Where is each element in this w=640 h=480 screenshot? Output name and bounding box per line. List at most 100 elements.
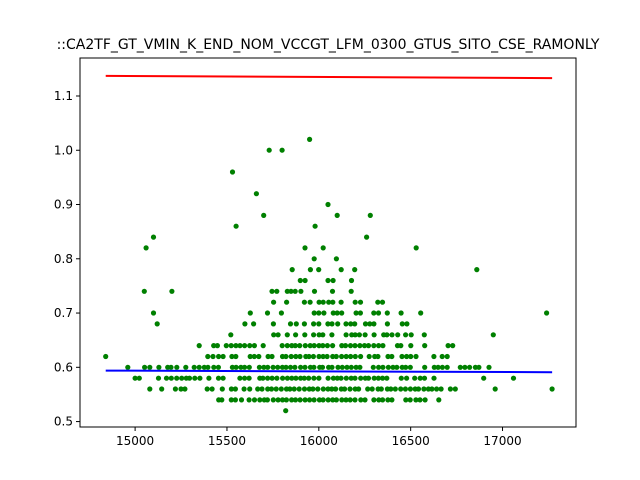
data-point: [338, 299, 344, 305]
data-point: [292, 288, 298, 294]
data-point: [357, 364, 363, 370]
data-point: [274, 288, 280, 294]
data-point: [378, 386, 384, 392]
data-point: [284, 332, 290, 338]
data-point: [275, 364, 281, 370]
x-tick-label: 16000: [300, 434, 338, 448]
data-point: [376, 343, 382, 349]
data-point: [307, 343, 313, 349]
data-point: [275, 397, 281, 403]
data-point: [320, 332, 326, 338]
data-point: [142, 364, 148, 370]
data-point: [384, 321, 390, 327]
data-point: [206, 375, 212, 381]
data-point: [168, 375, 174, 381]
data-point: [256, 353, 262, 360]
data-point: [352, 267, 358, 273]
data-point: [288, 288, 294, 294]
data-point: [311, 375, 317, 381]
data-point: [178, 386, 184, 392]
data-point: [316, 321, 322, 327]
data-point: [246, 397, 252, 403]
data-point: [348, 277, 355, 284]
data-point: [429, 386, 435, 392]
data-point: [438, 386, 444, 392]
data-point: [233, 353, 239, 360]
data-point: [450, 343, 456, 349]
data-point: [241, 386, 247, 392]
data-point: [289, 375, 295, 381]
data-point: [467, 364, 473, 370]
data-point: [412, 375, 418, 381]
data-point: [413, 397, 419, 403]
data-point: [247, 343, 253, 349]
data-point: [150, 310, 157, 316]
points-layer: [103, 136, 555, 414]
data-point: [329, 332, 335, 338]
data-point: [302, 277, 308, 284]
data-point: [270, 321, 276, 327]
data-point: [287, 364, 294, 370]
data-point: [330, 343, 336, 349]
data-point: [407, 397, 413, 403]
data-point: [257, 397, 263, 403]
data-point: [132, 375, 138, 381]
data-point: [143, 245, 149, 251]
data-point: [186, 375, 193, 381]
data-point: [474, 267, 480, 273]
data-point: [390, 364, 396, 370]
data-point: [330, 397, 336, 403]
data-point: [242, 364, 248, 370]
data-point: [376, 364, 382, 370]
data-point: [279, 147, 285, 153]
data-point: [182, 386, 188, 392]
data-point: [431, 353, 437, 360]
data-point: [265, 386, 271, 392]
data-point: [214, 343, 220, 349]
data-point: [398, 386, 404, 392]
data-point: [298, 375, 304, 381]
data-point: [339, 364, 345, 370]
data-point: [324, 353, 330, 360]
data-point: [375, 299, 381, 305]
data-point: [271, 332, 277, 338]
data-point: [264, 397, 270, 403]
data-point: [339, 310, 345, 316]
data-point: [311, 256, 317, 262]
data-point: [343, 375, 349, 381]
data-point: [325, 375, 331, 381]
y-axis: 0.5 0.6 0.7 0.8 0.9 1.0 1.1: [54, 89, 80, 429]
data-point: [311, 310, 317, 316]
data-point: [362, 332, 368, 338]
data-point: [279, 364, 285, 370]
data-point: [259, 386, 265, 392]
data-point: [434, 386, 440, 392]
data-point: [233, 223, 239, 229]
data-point: [260, 343, 266, 349]
data-point: [291, 386, 297, 392]
data-point: [312, 223, 318, 229]
data-point: [375, 310, 382, 316]
x-tick-label: 17000: [483, 434, 521, 448]
upper-limit-line: [105, 74, 553, 80]
data-point: [216, 353, 222, 360]
data-point: [376, 397, 382, 403]
data-point: [544, 310, 550, 316]
data-point: [398, 343, 404, 349]
data-point: [375, 353, 381, 360]
data-point: [219, 386, 225, 392]
data-point: [197, 375, 203, 381]
chart-title: ::CA2TF_GT_VMIN_K_END_NOM_VCCGT_LFM_0300…: [57, 37, 600, 53]
data-point: [301, 386, 308, 392]
data-point: [413, 353, 419, 360]
data-point: [159, 386, 165, 392]
data-point: [347, 397, 353, 403]
data-point: [358, 353, 364, 360]
data-point: [298, 288, 304, 294]
data-point: [260, 375, 266, 381]
data-point: [358, 397, 364, 403]
data-point: [275, 332, 281, 338]
data-point: [394, 364, 400, 370]
data-point: [356, 386, 362, 392]
